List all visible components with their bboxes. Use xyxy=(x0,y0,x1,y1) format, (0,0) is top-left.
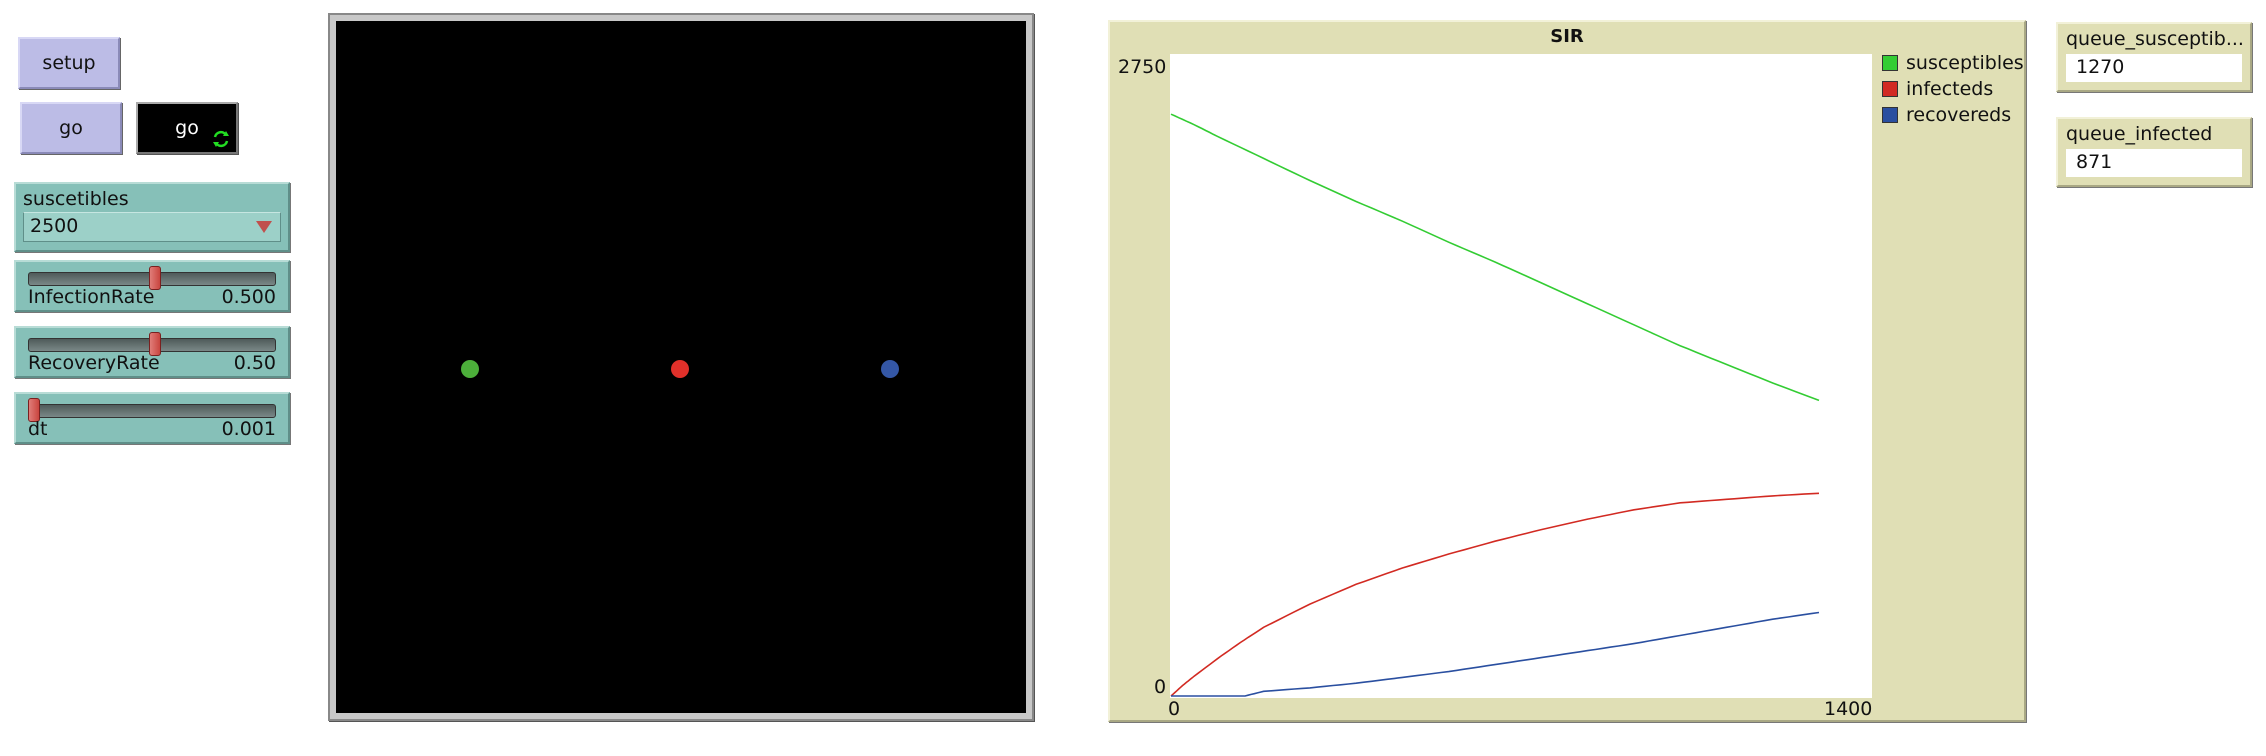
chooser-value: 2500 xyxy=(30,215,79,237)
legend-item-infecteds: infecteds xyxy=(1882,78,1993,100)
series-line-infecteds xyxy=(1170,492,1820,697)
plot-title: SIR xyxy=(1550,26,1584,47)
slider-value: 0.50 xyxy=(233,352,276,374)
monitor-value: 1270 xyxy=(2066,54,2242,82)
series-line-recovereds xyxy=(1171,611,1820,697)
slider-thumb[interactable] xyxy=(149,332,161,356)
y-max-label: 2750 xyxy=(1118,56,1167,78)
chooser-label: suscetibles xyxy=(23,188,129,210)
slider-value: 0.001 xyxy=(221,418,276,440)
legend-swatch xyxy=(1882,107,1898,123)
go-forever-button[interactable]: go xyxy=(136,102,238,154)
slider-track[interactable] xyxy=(28,404,276,418)
world-view[interactable] xyxy=(328,13,1034,721)
slider-thumb[interactable] xyxy=(149,266,161,290)
setup-button[interactable]: setup xyxy=(18,37,120,89)
recovered-turtle xyxy=(881,360,899,378)
legend-item-recovereds: recovereds xyxy=(1882,104,2011,126)
slider-label: dt xyxy=(28,418,48,440)
suscetibles-chooser[interactable]: suscetibles 2500 xyxy=(14,182,290,252)
legend-label: recovereds xyxy=(1906,104,2012,126)
slider-thumb[interactable] xyxy=(28,398,40,422)
monitor-label: queue_infected xyxy=(2066,123,2213,145)
x-max-label: 1400 xyxy=(1824,698,1873,720)
chooser-dropdown[interactable]: 2500 xyxy=(23,212,281,242)
sir-plot[interactable]: SIR 2750 0 0 1400 susceptibles infecteds… xyxy=(1108,20,2026,722)
go-forever-button-label: go xyxy=(175,117,199,139)
slider-label: InfectionRate xyxy=(28,286,155,308)
legend-label: infecteds xyxy=(1906,78,1994,100)
world-canvas[interactable] xyxy=(336,21,1026,713)
infection-rate-slider[interactable]: InfectionRate 0.500 xyxy=(14,260,290,312)
y-min-label: 0 xyxy=(1154,676,1167,698)
queue-susceptibles-monitor: queue_susceptib... 1270 xyxy=(2056,22,2252,92)
setup-button-label: setup xyxy=(42,52,96,74)
monitor-label: queue_susceptib... xyxy=(2066,28,2244,50)
legend-swatch xyxy=(1882,55,1898,71)
slider-label: RecoveryRate xyxy=(28,352,160,374)
series-line-susceptibles xyxy=(1170,113,1820,402)
plot-area xyxy=(1170,54,1872,698)
plot-svg xyxy=(1170,113,1820,697)
legend-swatch xyxy=(1882,81,1898,97)
infected-turtle xyxy=(671,360,689,378)
dropdown-arrow-icon xyxy=(256,221,272,233)
legend-item-susceptibles: susceptibles xyxy=(1882,52,2024,74)
legend-label: susceptibles xyxy=(1906,52,2024,74)
go-once-button-label: go xyxy=(59,117,83,139)
queue-infected-monitor: queue_infected 871 xyxy=(2056,117,2252,187)
go-once-button[interactable]: go xyxy=(20,102,122,154)
slider-value: 0.500 xyxy=(221,286,276,308)
x-min-label: 0 xyxy=(1168,698,1181,720)
recovery-rate-slider[interactable]: RecoveryRate 0.50 xyxy=(14,326,290,378)
forever-repeat-icon xyxy=(213,130,229,148)
susceptible-turtle xyxy=(461,360,479,378)
monitor-value: 871 xyxy=(2066,149,2242,177)
dt-slider[interactable]: dt 0.001 xyxy=(14,392,290,444)
